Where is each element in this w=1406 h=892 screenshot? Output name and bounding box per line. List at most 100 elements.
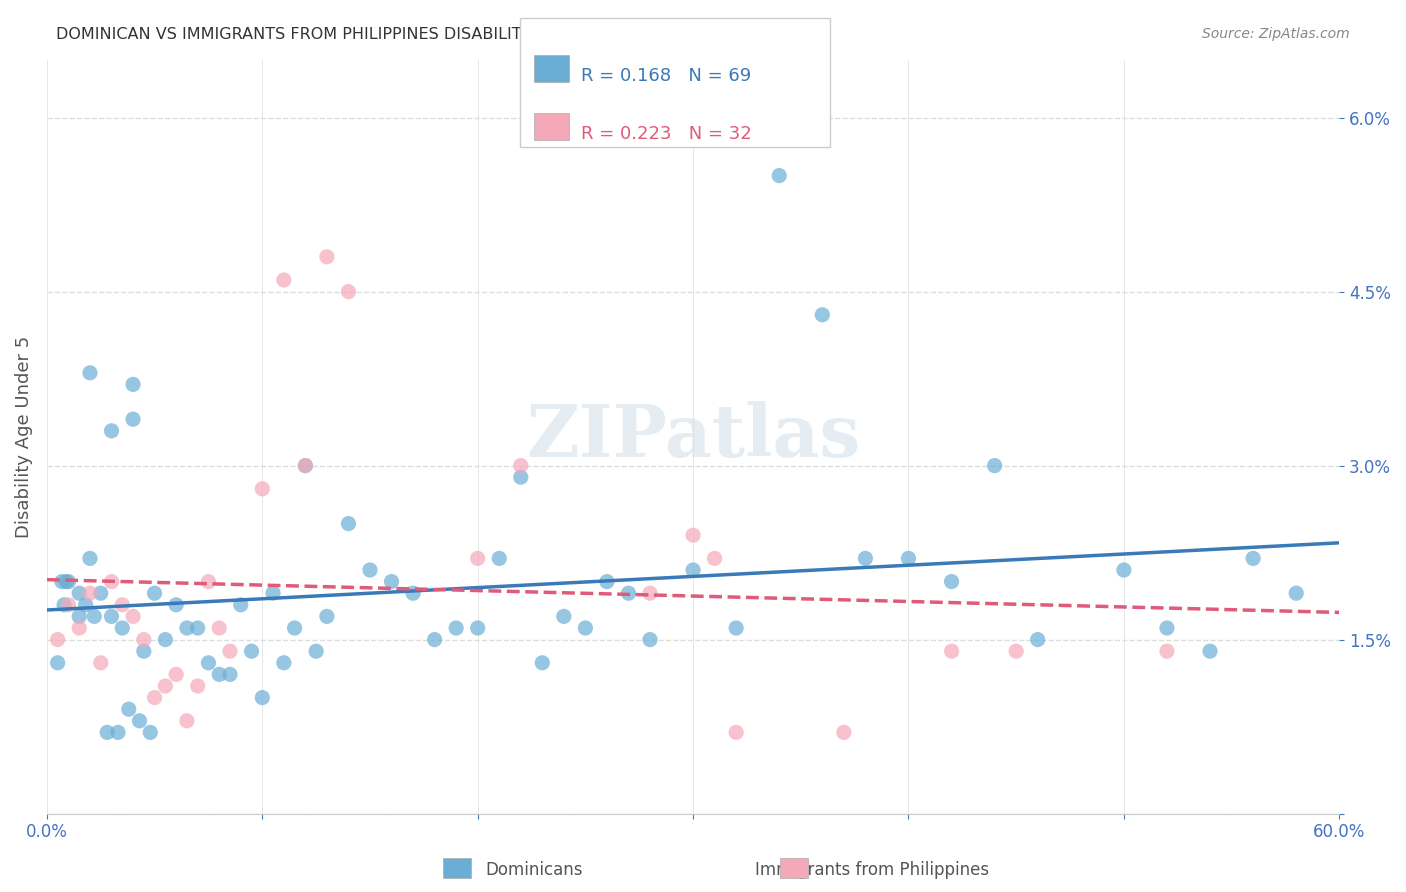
Point — [682, 563, 704, 577]
Point — [122, 412, 145, 426]
Point — [1199, 644, 1222, 658]
Point — [273, 273, 295, 287]
Point — [58, 574, 80, 589]
Point — [638, 632, 661, 647]
Point — [46, 656, 69, 670]
Point — [316, 250, 339, 264]
Point — [143, 690, 166, 705]
Text: Immigrants from Philippines: Immigrants from Philippines — [755, 861, 988, 879]
Text: Dominicans: Dominicans — [485, 861, 583, 879]
Point — [252, 482, 274, 496]
Point — [423, 632, 446, 647]
Point — [509, 458, 531, 473]
Point — [96, 725, 118, 739]
Point — [90, 586, 112, 600]
Point — [725, 621, 748, 635]
Point — [143, 586, 166, 600]
Point — [638, 586, 661, 600]
Point — [1241, 551, 1264, 566]
Point — [51, 574, 73, 589]
Point — [67, 586, 90, 600]
Point — [617, 586, 640, 600]
Point — [79, 366, 101, 380]
Point — [240, 644, 263, 658]
Point — [90, 656, 112, 670]
Point — [187, 679, 209, 693]
Point — [897, 551, 920, 566]
Point — [155, 632, 177, 647]
Point — [574, 621, 596, 635]
Point — [197, 574, 219, 589]
Point — [132, 644, 155, 658]
Point — [79, 551, 101, 566]
Point — [79, 586, 101, 600]
Point — [768, 169, 790, 183]
Text: DOMINICAN VS IMMIGRANTS FROM PHILIPPINES DISABILITY AGE UNDER 5 CORRELATION CHAR: DOMINICAN VS IMMIGRANTS FROM PHILIPPINES… — [56, 27, 827, 42]
Point — [67, 609, 90, 624]
Point — [53, 598, 76, 612]
Y-axis label: Disability Age Under 5: Disability Age Under 5 — [15, 335, 32, 538]
Point — [725, 725, 748, 739]
Point — [273, 656, 295, 670]
Point — [1156, 644, 1178, 658]
Point — [305, 644, 328, 658]
Point — [187, 621, 209, 635]
Text: R = 0.168   N = 69: R = 0.168 N = 69 — [581, 67, 751, 85]
Point — [294, 458, 316, 473]
Text: ZIPatlas: ZIPatlas — [526, 401, 860, 472]
Point — [165, 667, 187, 681]
Point — [402, 586, 425, 600]
Point — [284, 621, 307, 635]
Point — [941, 644, 963, 658]
Point — [100, 574, 122, 589]
Point — [682, 528, 704, 542]
Text: Source: ZipAtlas.com: Source: ZipAtlas.com — [1202, 27, 1350, 41]
Point — [107, 725, 129, 739]
Point — [337, 516, 360, 531]
Point — [208, 667, 231, 681]
Point — [294, 458, 316, 473]
Point — [100, 424, 122, 438]
Point — [1156, 621, 1178, 635]
Point — [176, 714, 198, 728]
Point — [165, 598, 187, 612]
Point — [176, 621, 198, 635]
Point — [509, 470, 531, 484]
Point — [122, 609, 145, 624]
Point — [100, 609, 122, 624]
Point — [252, 690, 274, 705]
Point — [1026, 632, 1049, 647]
Point — [58, 598, 80, 612]
Point — [855, 551, 877, 566]
Point — [983, 458, 1005, 473]
Point — [1285, 586, 1308, 600]
Point — [1112, 563, 1135, 577]
Point — [359, 563, 381, 577]
Point — [122, 377, 145, 392]
Point — [75, 598, 97, 612]
Point — [219, 644, 242, 658]
Point — [467, 551, 489, 566]
Point — [444, 621, 467, 635]
Point — [832, 725, 855, 739]
Point — [111, 598, 134, 612]
Point — [262, 586, 284, 600]
Point — [46, 632, 69, 647]
Point — [197, 656, 219, 670]
Point — [229, 598, 252, 612]
Point — [531, 656, 554, 670]
Point — [941, 574, 963, 589]
Point — [488, 551, 510, 566]
Point — [380, 574, 402, 589]
Point — [155, 679, 177, 693]
Point — [596, 574, 619, 589]
Point — [553, 609, 575, 624]
Text: R = 0.223   N = 32: R = 0.223 N = 32 — [581, 125, 751, 143]
Point — [703, 551, 725, 566]
Point — [118, 702, 141, 716]
Point — [111, 621, 134, 635]
Point — [67, 621, 90, 635]
Point — [316, 609, 339, 624]
Point — [467, 621, 489, 635]
Point — [132, 632, 155, 647]
